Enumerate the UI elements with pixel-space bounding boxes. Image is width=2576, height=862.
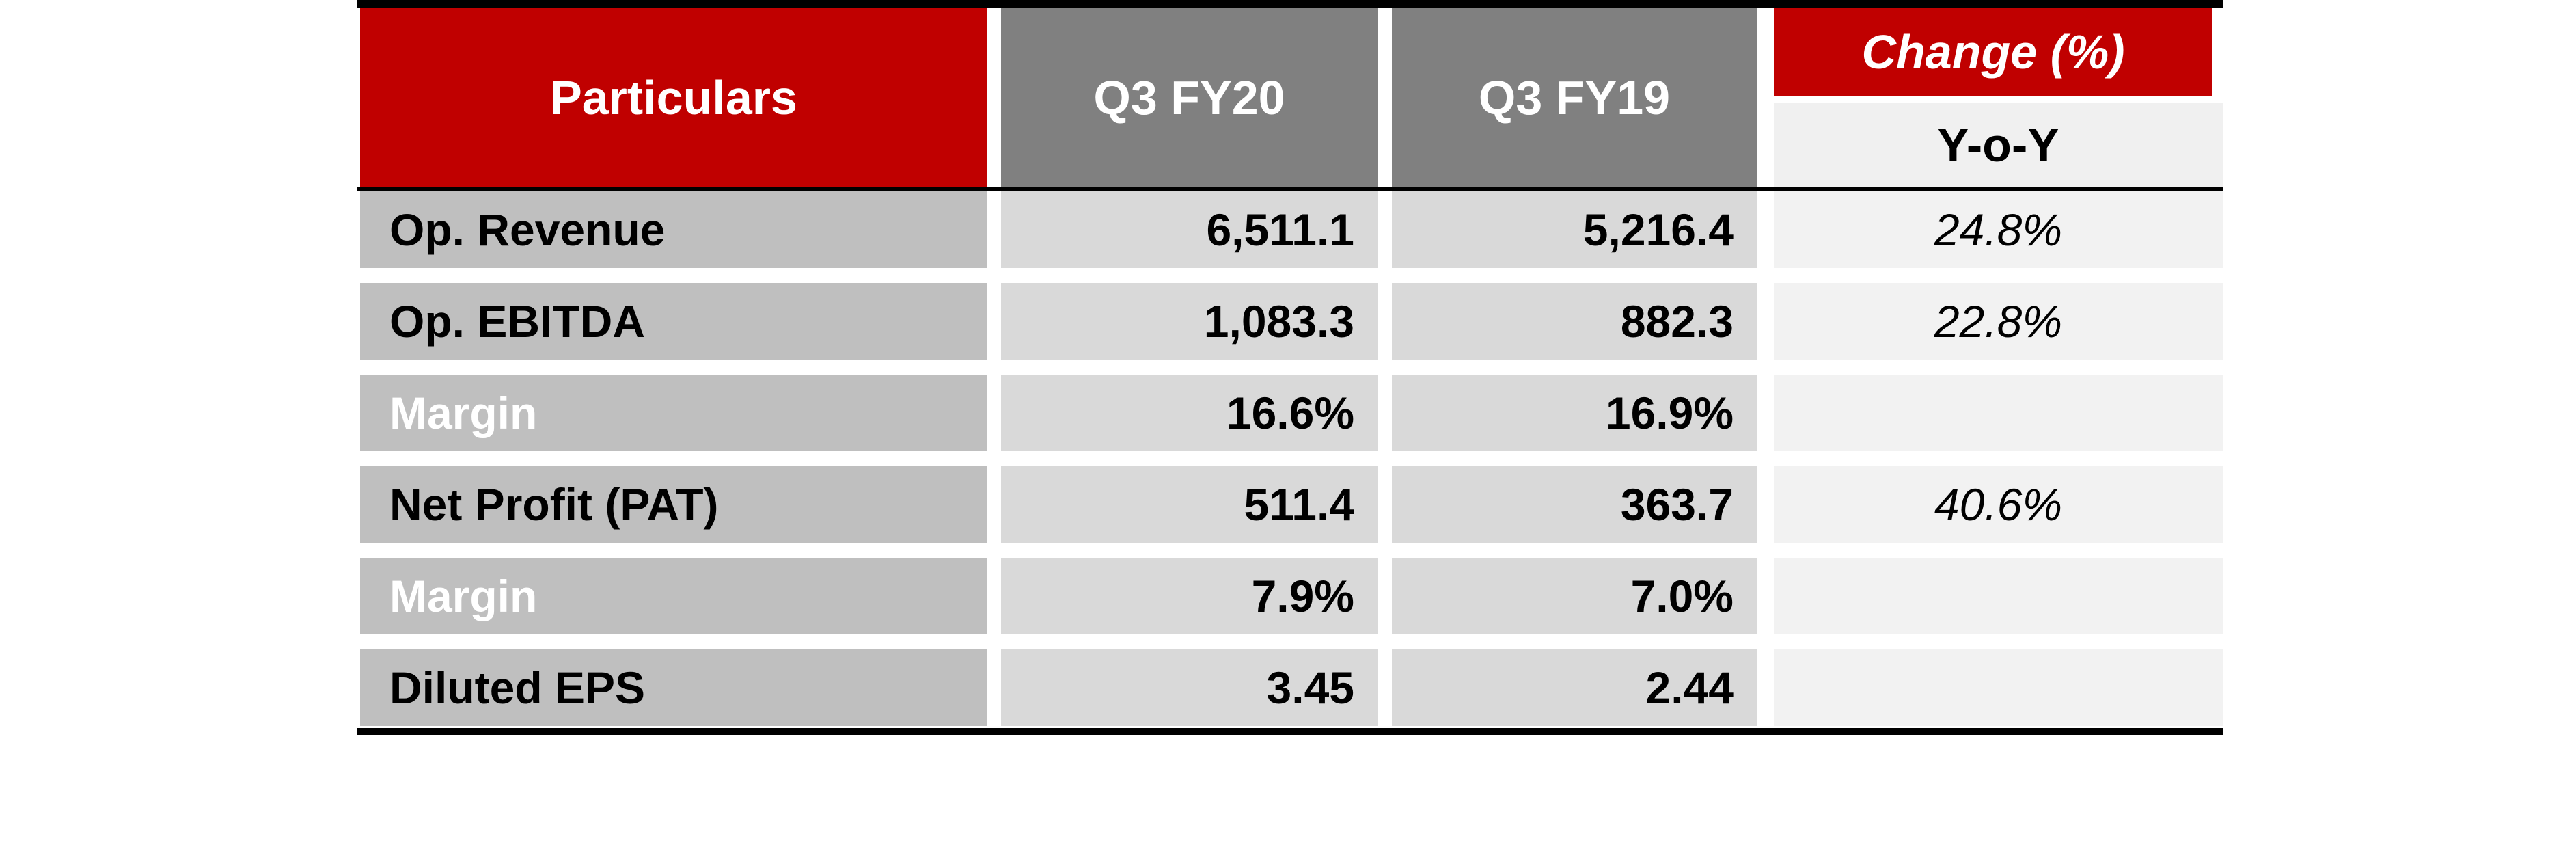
row-label: Net Profit (PAT) <box>360 466 987 543</box>
bottom-rule <box>357 728 2223 735</box>
cell: 6,511.1 <box>1001 191 1378 268</box>
cell: 3.45 <box>1001 649 1378 726</box>
cell: 24.8% <box>1774 191 2223 268</box>
cell: 22.8% <box>1774 283 2223 360</box>
header-change: Change (%) <box>1774 8 2212 96</box>
top-rule <box>357 0 2223 8</box>
row-label: Op. EBITDA <box>360 283 987 360</box>
row-label: Margin <box>360 375 987 451</box>
cell: 1,083.3 <box>1001 283 1378 360</box>
cell: 2.44 <box>1392 649 1757 726</box>
row-label: Op. Revenue <box>360 191 987 268</box>
header-particulars: Particulars <box>360 8 987 187</box>
cell: 16.6% <box>1001 375 1378 451</box>
cell: 511.4 <box>1001 466 1378 543</box>
cell <box>1774 375 2223 451</box>
cell: 7.9% <box>1001 558 1378 634</box>
header-yoy: Y-o-Y <box>1774 103 2223 187</box>
cell: 16.9% <box>1392 375 1757 451</box>
row-label: Diluted EPS <box>360 649 987 726</box>
row-label: Margin <box>360 558 987 634</box>
cell: 363.7 <box>1392 466 1757 543</box>
header-col: Q3 FY19 <box>1392 8 1757 187</box>
cell <box>1774 649 2223 726</box>
cell: 7.0% <box>1392 558 1757 634</box>
cell: 40.6% <box>1774 466 2223 543</box>
cell: 5,216.4 <box>1392 191 1757 268</box>
cell: 882.3 <box>1392 283 1757 360</box>
cell <box>1774 558 2223 634</box>
header-col: Q3 FY20 <box>1001 8 1378 187</box>
header-rule <box>357 187 2223 191</box>
